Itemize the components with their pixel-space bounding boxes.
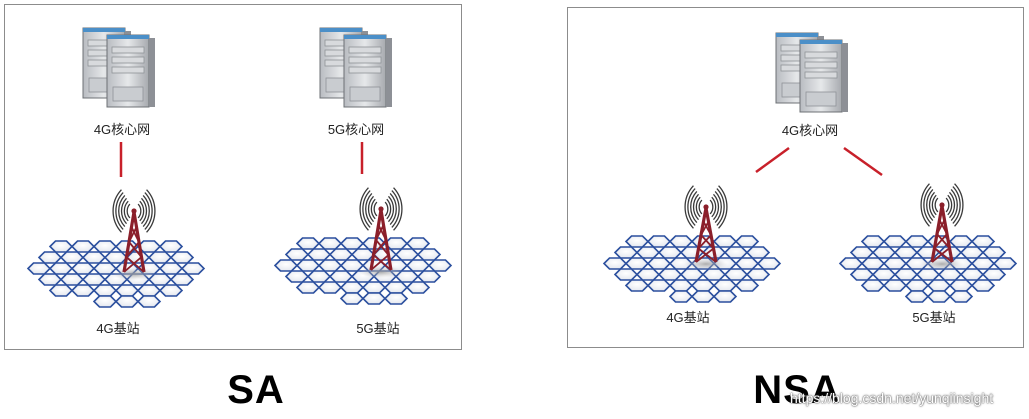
watermark-url: https://blog.csdn.net/yunqiinsight bbox=[790, 390, 994, 406]
nsa-4g-link-line bbox=[755, 146, 790, 174]
sa-4g-core-server-icon bbox=[82, 27, 155, 108]
nsa-4g-core-label: 4G核心网 bbox=[781, 123, 839, 138]
nsa-5g-station-label: 5G基站 bbox=[912, 310, 956, 325]
sa-5g-core-server-icon bbox=[319, 27, 392, 108]
nsa-5g-tower-icon bbox=[920, 183, 964, 270]
nsa-core-server-icon bbox=[775, 32, 848, 113]
nsa-4g-cell-grid bbox=[602, 235, 782, 303]
sa-architecture-title: SA bbox=[227, 368, 285, 412]
sa-4g-core-label: 4G核心网 bbox=[93, 122, 151, 137]
sa-5g-station-label: 5G基站 bbox=[356, 321, 400, 336]
sa-4g-cell-grid bbox=[26, 240, 206, 308]
sa-5g-core-label: 5G核心网 bbox=[327, 122, 385, 137]
sa-4g-tower-icon bbox=[112, 189, 156, 280]
nsa-5g-link-line bbox=[843, 146, 883, 177]
nsa-5g-cell-grid bbox=[838, 235, 1018, 303]
sa-5g-cell-grid bbox=[273, 237, 453, 305]
sa-5g-tower-icon bbox=[359, 187, 403, 278]
nsa-4g-tower-icon bbox=[684, 185, 728, 270]
nsa-architecture-title: NSA bbox=[753, 368, 841, 412]
nsa-4g-station-label: 4G基站 bbox=[666, 310, 710, 325]
sa-4g-station-label: 4G基站 bbox=[96, 321, 140, 336]
